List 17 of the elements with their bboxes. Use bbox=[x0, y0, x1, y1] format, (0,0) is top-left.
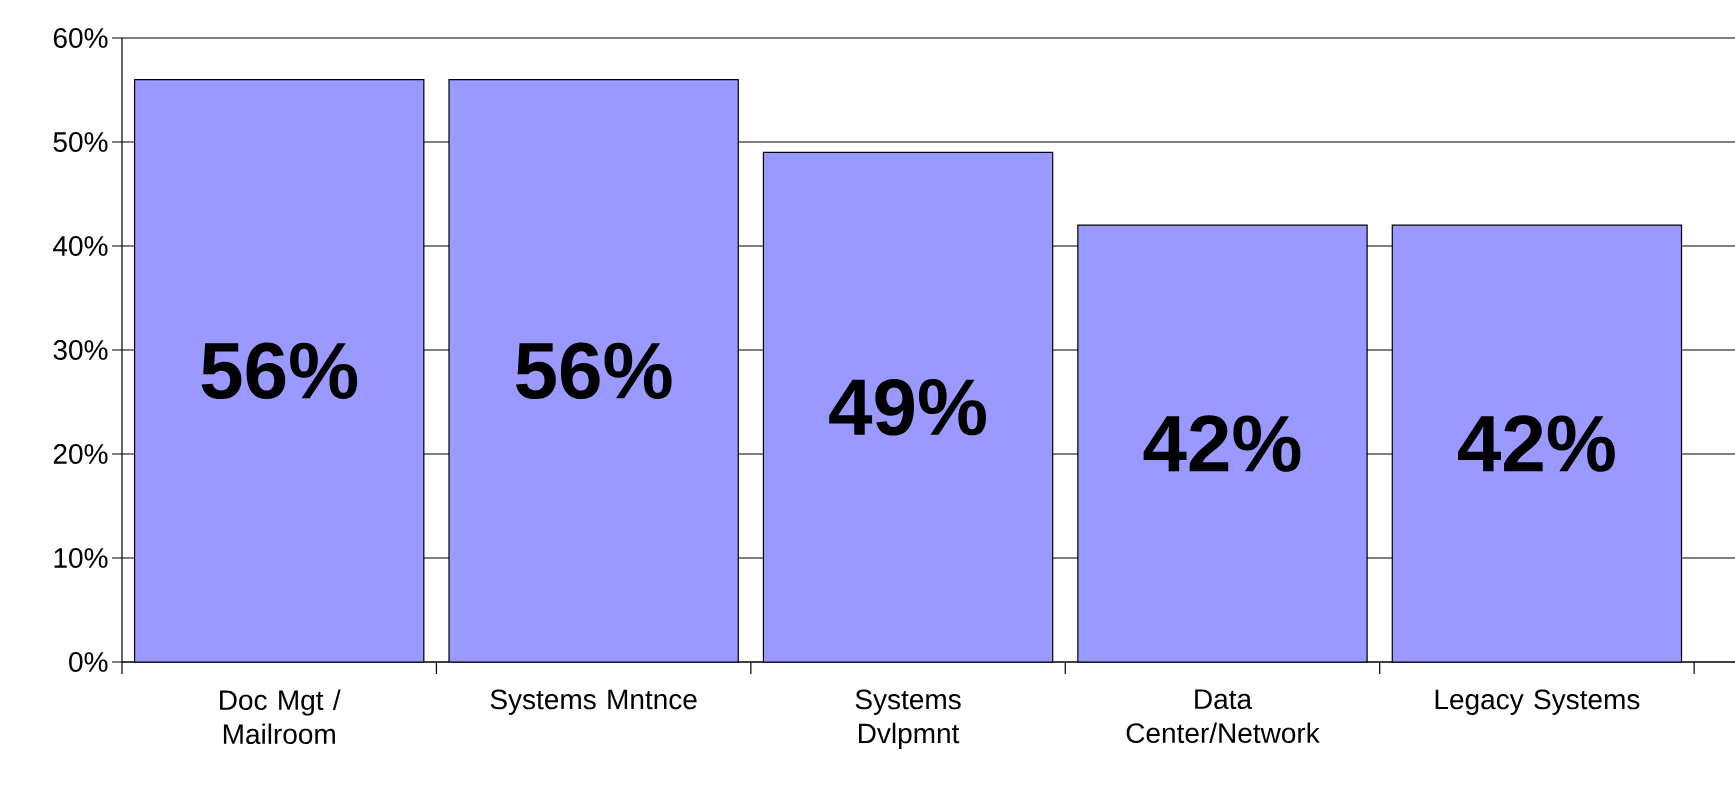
y-tick-label: 60% bbox=[53, 28, 108, 48]
data-label: 42% bbox=[1143, 415, 1301, 472]
x-tick-label: Legacy Systems bbox=[1435, 689, 1640, 715]
data-label: 56% bbox=[516, 342, 672, 400]
y-tick-label: 40% bbox=[53, 236, 108, 256]
x-tick-label: Data Center/Network bbox=[1126, 689, 1320, 744]
x-tick-label: Systems Dvlpmnt bbox=[855, 689, 961, 749]
y-tick-label: 20% bbox=[53, 444, 108, 464]
x-tick-label: Doc Mgt / Mailroom bbox=[220, 689, 341, 745]
y-tick-label: 30% bbox=[53, 340, 108, 360]
y-tick-label: 10% bbox=[54, 548, 108, 568]
y-tick-label: 50% bbox=[53, 132, 108, 152]
data-label: 42% bbox=[1458, 415, 1615, 472]
data-label: 56% bbox=[201, 342, 358, 400]
y-tick-label: 0% bbox=[69, 652, 108, 672]
data-label: 49% bbox=[829, 378, 986, 436]
x-tick-label: Systems Mntnce bbox=[490, 689, 697, 715]
